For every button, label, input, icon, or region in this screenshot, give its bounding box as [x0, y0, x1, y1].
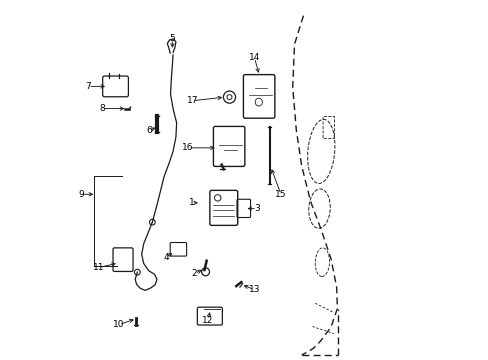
Text: 3: 3 [254, 204, 259, 213]
Text: 7: 7 [85, 82, 91, 91]
Text: 2: 2 [191, 269, 197, 278]
Text: 6: 6 [145, 126, 151, 135]
Text: 10: 10 [113, 320, 124, 329]
Text: 16: 16 [182, 143, 193, 152]
Text: 13: 13 [248, 285, 260, 294]
Text: 5: 5 [169, 35, 175, 44]
Text: 15: 15 [275, 190, 286, 199]
Text: 11: 11 [93, 263, 104, 272]
Text: 14: 14 [248, 53, 260, 62]
Text: 12: 12 [202, 315, 213, 324]
Text: 1: 1 [188, 198, 194, 207]
Text: 4: 4 [163, 253, 168, 262]
Text: 9: 9 [78, 190, 83, 199]
Text: 8: 8 [99, 104, 105, 113]
Text: 17: 17 [186, 96, 198, 105]
